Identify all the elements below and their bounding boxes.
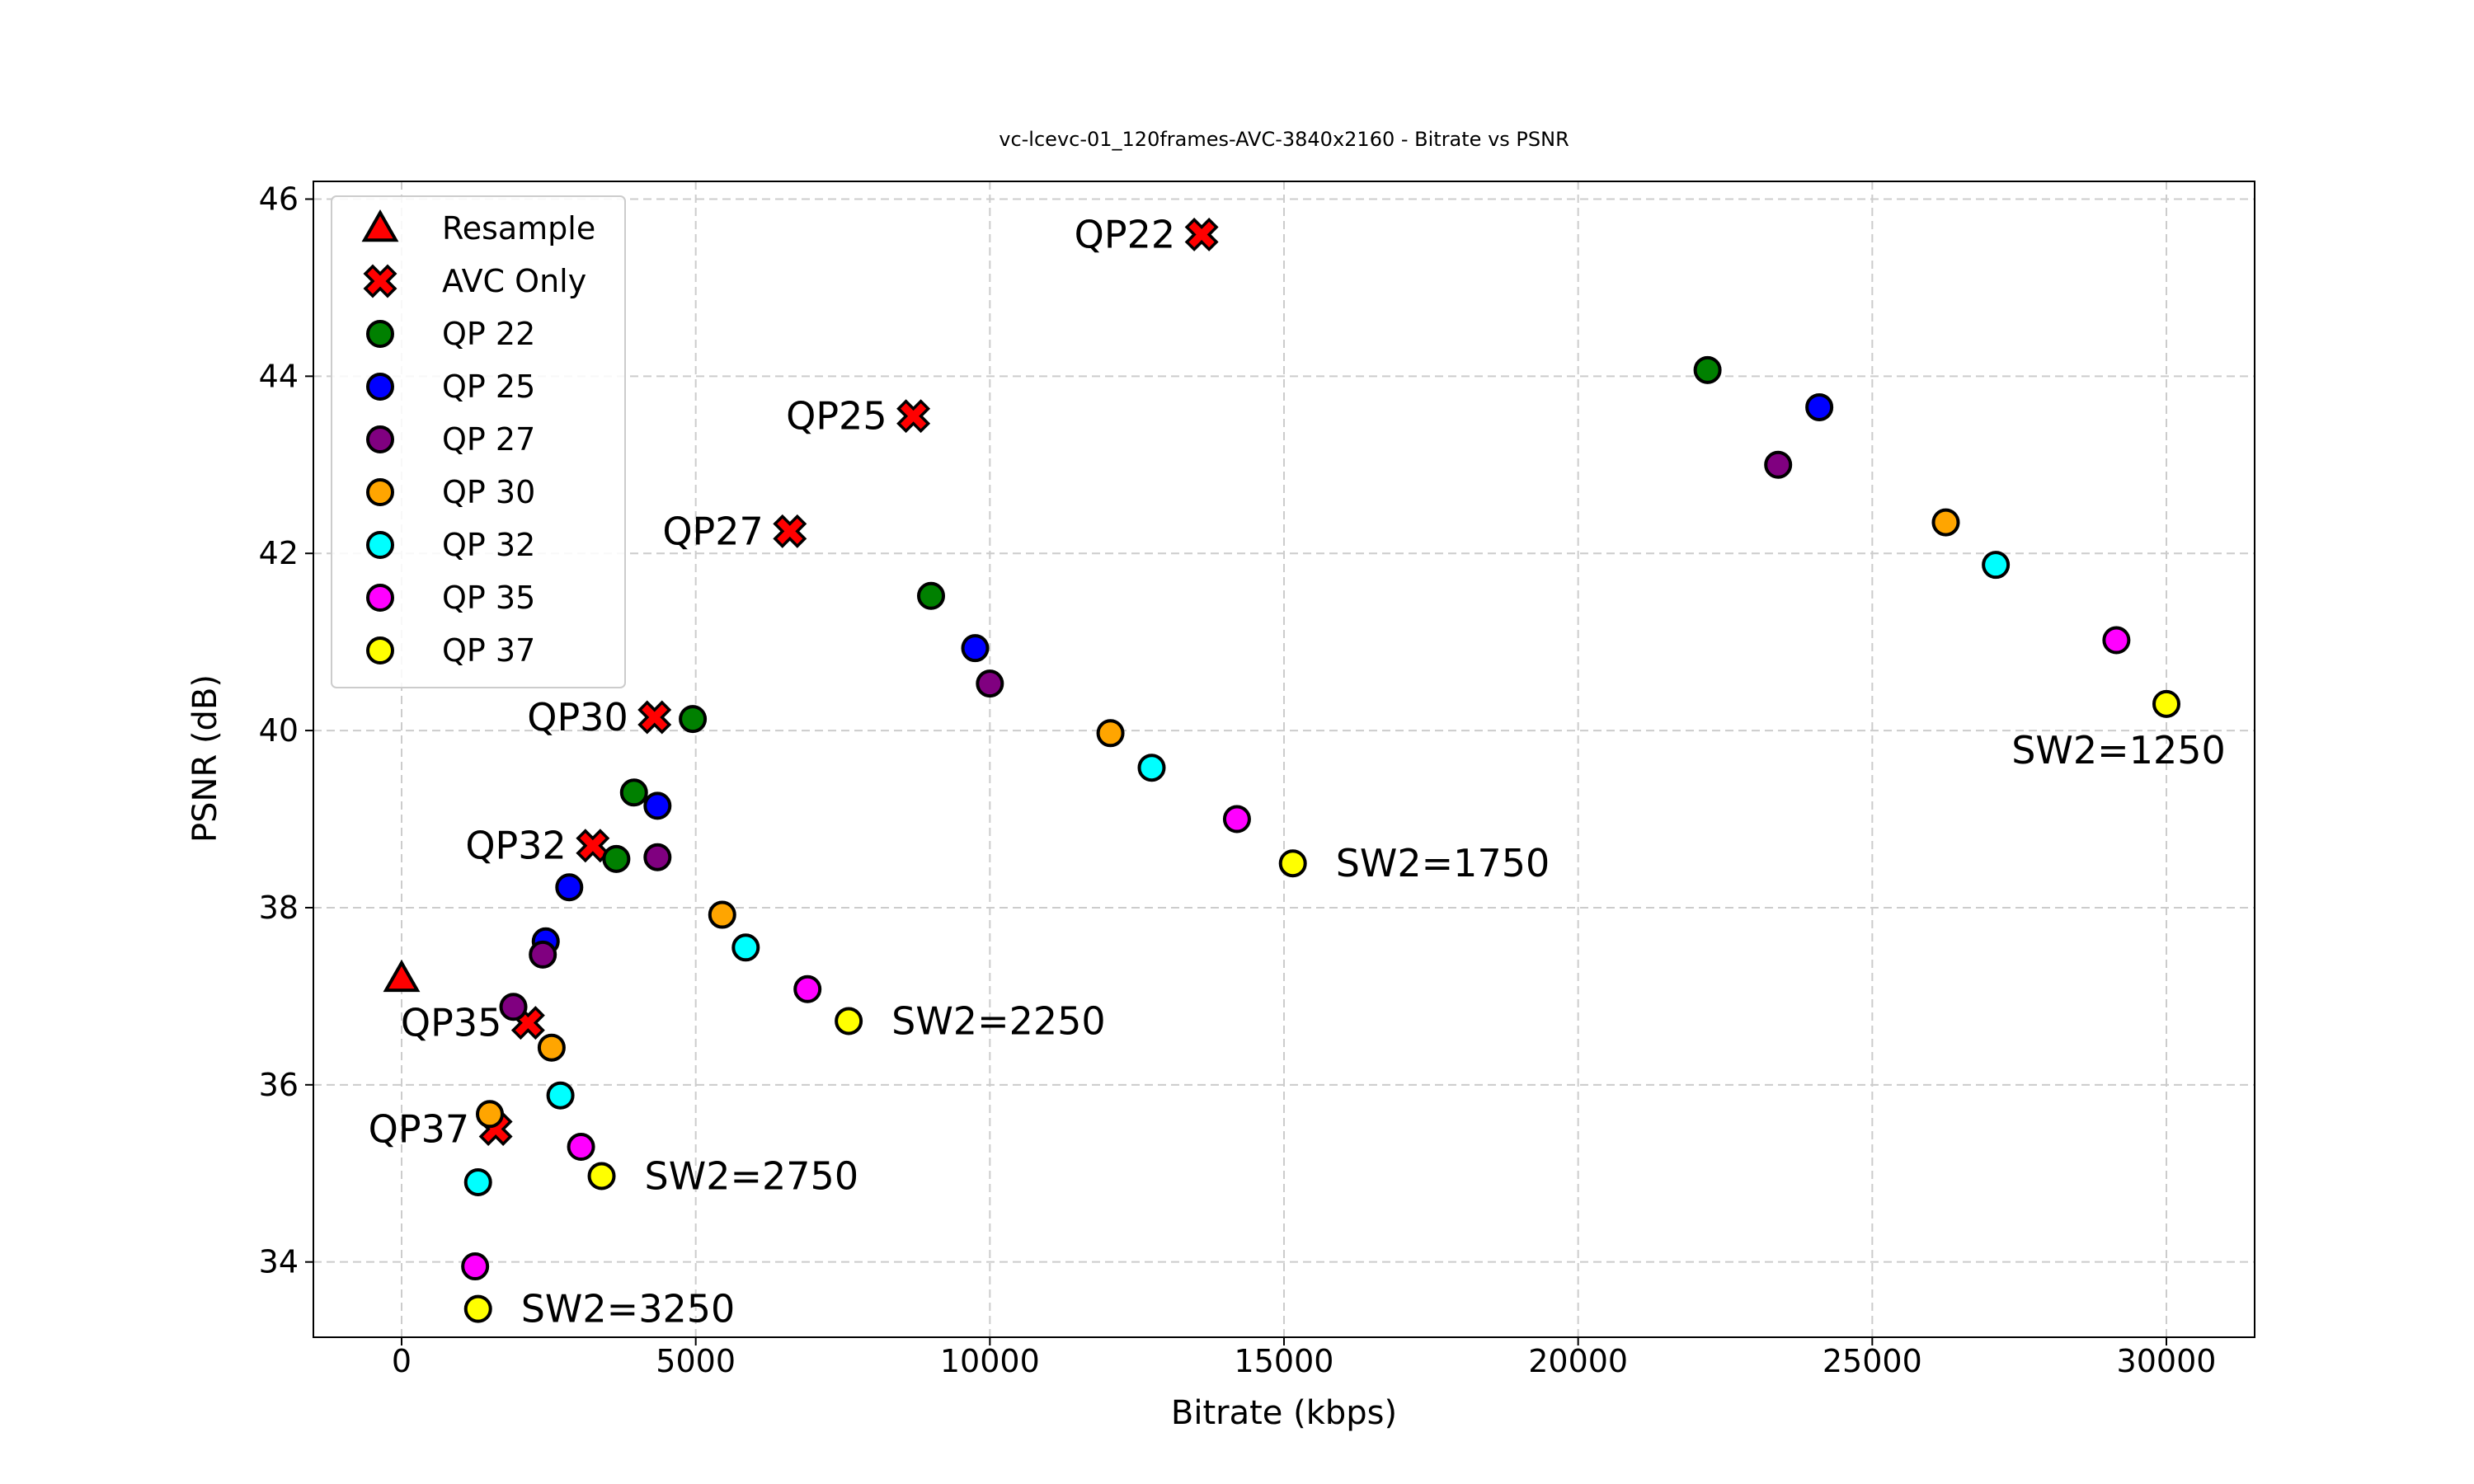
legend-label-avc-only: AVC Only	[442, 263, 586, 299]
point-avc-only	[576, 829, 610, 863]
x-tick-label: 25000	[1823, 1343, 1922, 1379]
point-qp-32	[463, 1167, 492, 1196]
annotation-qp37: QP37	[369, 1107, 469, 1152]
point-qp-37	[463, 1294, 492, 1323]
annotation-sw2-1750: SW2=1750	[1336, 841, 1550, 885]
y-tick-label: 44	[259, 358, 299, 394]
y-tick-label: 36	[259, 1067, 299, 1103]
legend-marker-qp-27	[366, 425, 394, 453]
point-qp-22	[1693, 355, 1722, 384]
legend-label-qp-25: QP 25	[442, 369, 535, 405]
x-axis-label: Bitrate (kbps)	[1171, 1394, 1397, 1432]
annotation-qp27: QP27	[662, 509, 763, 553]
annotation-sw2-3250: SW2=3250	[521, 1287, 736, 1331]
legend-label-resample: Resample	[442, 210, 595, 247]
legend: Resample AVC Only QP 22 QP 25 QP 27 QP 30 QP 3…	[331, 195, 626, 688]
point-qp-35	[1222, 805, 1251, 834]
point-qp-35	[567, 1133, 595, 1162]
annotations: QP22 QP25 QP27 QP30 QP32 QP35 QP37 SW2=1250 SW2=…	[369, 212, 2226, 1331]
point-qp-35	[461, 1252, 490, 1281]
x-tick-label: 15000	[1235, 1343, 1334, 1379]
y-tick-label: 34	[259, 1244, 299, 1280]
point-qp-30	[708, 900, 736, 929]
point-qp-30	[1096, 719, 1125, 748]
point-qp-32	[1982, 551, 2011, 580]
point-qp-32	[546, 1081, 575, 1110]
legend-marker-qp-25	[366, 373, 394, 401]
legend-label-qp-27: QP 27	[442, 421, 535, 458]
annotation-qp22: QP22	[1075, 212, 1175, 256]
legend-label-qp-22: QP 22	[442, 316, 535, 352]
point-qp-35	[793, 974, 822, 1003]
y-tick-label: 46	[259, 181, 299, 217]
point-qp-32	[731, 933, 760, 962]
point-qp-37	[587, 1162, 616, 1190]
y-tick-label: 40	[259, 712, 299, 749]
point-qp-27	[643, 843, 672, 871]
point-qp-30	[476, 1100, 504, 1129]
legend-label-qp-32: QP 32	[442, 527, 535, 563]
axis-ticks: 0 5000 10000 15000 20000 25000 30000 34 36 38 40 42…	[259, 181, 2217, 1379]
legend-marker-qp-32	[366, 531, 394, 559]
point-qp-37	[1278, 849, 1307, 878]
y-axis-label: PSNR (dB)	[186, 674, 224, 843]
legend-label-qp-37: QP 37	[442, 632, 535, 669]
legend-marker-qp-37	[366, 636, 394, 665]
x-tick-label: 30000	[2117, 1343, 2217, 1379]
point-qp-22	[619, 778, 648, 807]
point-qp-27	[1764, 450, 1793, 479]
point-avc-only	[637, 700, 672, 735]
legend-marker-resample	[361, 209, 399, 242]
chart-title: vc-lcevc-01_120frames-AVC-3840x2160 - Bi…	[999, 128, 1569, 151]
legend-box	[331, 195, 626, 688]
point-avc-only	[773, 514, 807, 548]
x-tick-label: 0	[392, 1343, 412, 1379]
x-tick-label: 20000	[1528, 1343, 1628, 1379]
grid	[313, 181, 2255, 1337]
point-resample	[383, 959, 421, 993]
legend-marker-qp-35	[366, 584, 394, 612]
annotation-sw2-2250: SW2=2250	[891, 998, 1106, 1043]
point-qp-25	[1805, 392, 1834, 421]
y-tick-label: 42	[259, 535, 299, 571]
x-tick-label: 5000	[656, 1343, 736, 1379]
point-qp-22	[679, 705, 708, 734]
point-qp-37	[835, 1007, 863, 1036]
point-qp-22	[602, 844, 631, 873]
legend-label-qp-35: QP 35	[442, 580, 535, 616]
point-qp-27	[529, 940, 557, 969]
point-qp-27	[976, 669, 1004, 698]
point-qp-32	[1137, 754, 1166, 782]
point-qp-25	[555, 873, 584, 902]
point-qp-25	[643, 791, 672, 820]
x-tick-label: 10000	[940, 1343, 1040, 1379]
point-qp-37	[2152, 689, 2180, 718]
legend-marker-qp-22	[366, 320, 394, 348]
annotation-qp35: QP35	[401, 1001, 501, 1045]
legend-marker-avc-only	[363, 264, 397, 298]
annotation-qp25: QP25	[786, 394, 887, 439]
legend-marker-qp-30	[366, 478, 394, 506]
y-tick-label: 38	[259, 890, 299, 926]
annotation-qp30: QP30	[527, 695, 628, 740]
annotation-sw2-1250: SW2=1250	[2011, 728, 2226, 773]
point-qp-35	[2102, 626, 2131, 655]
data-points	[383, 217, 2180, 1323]
point-qp-22	[917, 581, 945, 610]
point-avc-only	[1184, 217, 1219, 251]
point-qp-30	[1931, 508, 1960, 537]
point-avc-only	[896, 399, 931, 434]
point-qp-27	[499, 993, 528, 1021]
annotation-qp32: QP32	[465, 824, 566, 868]
point-qp-30	[537, 1033, 566, 1062]
annotation-sw2-2750: SW2=2750	[645, 1153, 859, 1198]
legend-label-qp-30: QP 30	[442, 474, 535, 510]
point-qp-25	[961, 634, 990, 663]
